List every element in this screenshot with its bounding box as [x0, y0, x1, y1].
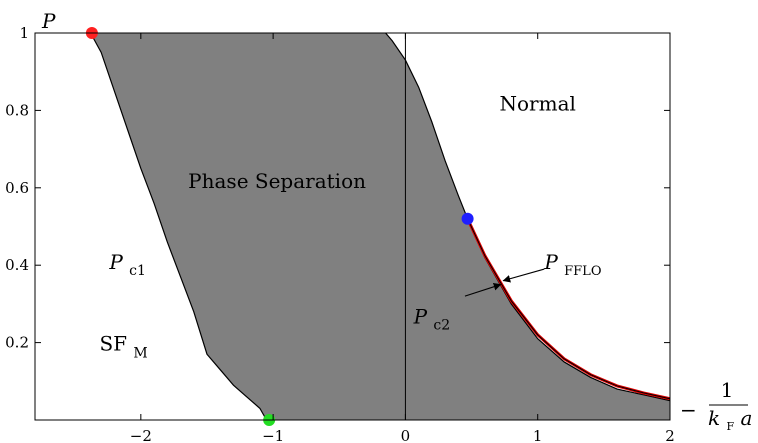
- tick-layer: −2 −1 0 1 2 0.2 0.4 0.6 0.8 1: [5, 24, 675, 443]
- x-axis-denominator: k F a s: [708, 406, 758, 435]
- phase-separation-label: Phase Separation: [188, 169, 366, 193]
- y-tick-label: 0.4: [5, 256, 29, 274]
- y-tick-label: 0.2: [5, 334, 29, 352]
- normal-label: Normal: [500, 91, 576, 115]
- x-tick-label: 1: [533, 427, 543, 443]
- x-tick-label: 0: [401, 427, 411, 443]
- x-axis-numerator: 1: [721, 378, 734, 402]
- pc2-main: P: [413, 304, 428, 328]
- x-denominator-main: k: [708, 406, 720, 430]
- x-axis-label: − 1 k F a s: [680, 378, 758, 435]
- sfm-label: SF M: [99, 331, 147, 361]
- sfm-main: SF: [99, 331, 127, 355]
- pfflo-label: P FFLO: [543, 250, 601, 279]
- axes-layer: [34, 32, 671, 421]
- y-tick-label: 0.8: [5, 101, 29, 119]
- annotation-layer: Normal Phase Separation SF M P c1 P c2 P…: [41, 9, 758, 435]
- annotation-arrow: [502, 268, 545, 283]
- phase-separation-region: [90, 33, 670, 420]
- pfflo-main: P: [543, 250, 558, 274]
- y-axis-symbol: P: [41, 9, 56, 33]
- y-axis-label: P: [41, 9, 56, 33]
- x-tick-label: −1: [262, 427, 284, 443]
- y-tick-label: 0.6: [5, 179, 29, 197]
- x-tick-label: 2: [665, 427, 675, 443]
- x-denominator-tail: a: [740, 406, 752, 430]
- pc1-curve: [90, 32, 268, 421]
- x-tick-label: −2: [130, 427, 152, 443]
- plot-frame: [34, 32, 671, 421]
- x-axis-prefix: −: [680, 398, 697, 422]
- x-denominator-sub: F: [726, 420, 734, 433]
- pc1-subscript: c1: [129, 263, 146, 279]
- sfm-subscript: M: [133, 345, 147, 361]
- arrow-layer: [464, 268, 545, 297]
- plot-layer: [85, 27, 671, 426]
- annotation-arrow: [464, 283, 502, 297]
- pc1-label: P c1: [108, 250, 146, 279]
- pc1-main: P: [108, 250, 123, 274]
- y-tick-label: 1: [19, 24, 29, 42]
- blue-marker: [461, 212, 474, 225]
- pfflo-curve: [467, 218, 671, 400]
- pc2-subscript: c2: [433, 317, 450, 333]
- pc2-label: P c2: [413, 304, 451, 333]
- pfflo-subscript: FFLO: [564, 264, 601, 279]
